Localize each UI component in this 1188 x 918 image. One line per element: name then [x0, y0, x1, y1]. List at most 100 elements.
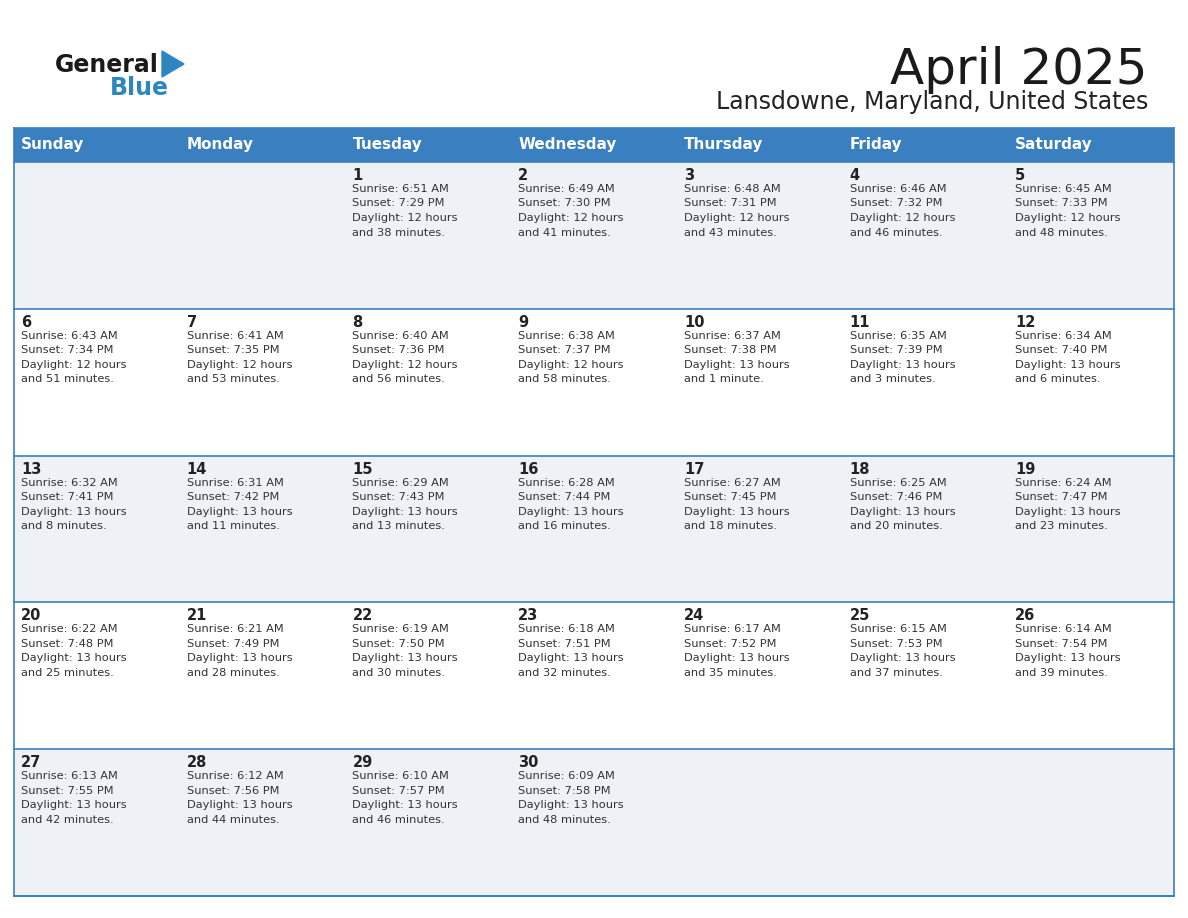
Text: Daylight: 13 hours: Daylight: 13 hours — [518, 800, 624, 811]
Text: 8: 8 — [353, 315, 362, 330]
Text: Daylight: 13 hours: Daylight: 13 hours — [21, 800, 127, 811]
Text: 17: 17 — [684, 462, 704, 476]
Text: 6: 6 — [21, 315, 31, 330]
Text: April 2025: April 2025 — [891, 46, 1148, 94]
Text: and 48 minutes.: and 48 minutes. — [1016, 228, 1108, 238]
Text: 4: 4 — [849, 168, 860, 183]
Text: 7: 7 — [187, 315, 197, 330]
Text: Daylight: 13 hours: Daylight: 13 hours — [21, 654, 127, 664]
Text: Sunrise: 6:41 AM: Sunrise: 6:41 AM — [187, 330, 284, 341]
Text: Sunrise: 6:35 AM: Sunrise: 6:35 AM — [849, 330, 947, 341]
Text: 13: 13 — [21, 462, 42, 476]
Text: 2: 2 — [518, 168, 529, 183]
Text: 19: 19 — [1016, 462, 1036, 476]
Text: and 48 minutes.: and 48 minutes. — [518, 814, 611, 824]
Text: 23: 23 — [518, 609, 538, 623]
Text: and 3 minutes.: and 3 minutes. — [849, 375, 935, 385]
Text: and 13 minutes.: and 13 minutes. — [353, 521, 446, 532]
Text: Sunrise: 6:34 AM: Sunrise: 6:34 AM — [1016, 330, 1112, 341]
Text: 10: 10 — [684, 315, 704, 330]
Text: and 46 minutes.: and 46 minutes. — [849, 228, 942, 238]
Text: 26: 26 — [1016, 609, 1036, 623]
Text: Sunset: 7:40 PM: Sunset: 7:40 PM — [1016, 345, 1107, 355]
Text: Daylight: 13 hours: Daylight: 13 hours — [353, 800, 459, 811]
Text: Daylight: 13 hours: Daylight: 13 hours — [187, 654, 292, 664]
Text: Sunset: 7:31 PM: Sunset: 7:31 PM — [684, 198, 777, 208]
Text: 21: 21 — [187, 609, 207, 623]
Text: Sunset: 7:58 PM: Sunset: 7:58 PM — [518, 786, 611, 796]
Text: Daylight: 12 hours: Daylight: 12 hours — [353, 360, 457, 370]
Text: Daylight: 12 hours: Daylight: 12 hours — [187, 360, 292, 370]
Text: and 30 minutes.: and 30 minutes. — [353, 668, 446, 677]
Text: 30: 30 — [518, 756, 538, 770]
Polygon shape — [162, 51, 184, 77]
Text: and 42 minutes.: and 42 minutes. — [21, 814, 114, 824]
Text: Sunset: 7:45 PM: Sunset: 7:45 PM — [684, 492, 776, 502]
Text: 9: 9 — [518, 315, 529, 330]
Bar — [14, 128, 1174, 896]
Bar — [14, 308, 1174, 455]
Text: Wednesday: Wednesday — [518, 138, 617, 152]
Text: and 53 minutes.: and 53 minutes. — [187, 375, 279, 385]
Text: Daylight: 13 hours: Daylight: 13 hours — [353, 654, 459, 664]
Text: 28: 28 — [187, 756, 207, 770]
Text: Daylight: 12 hours: Daylight: 12 hours — [518, 213, 624, 223]
Text: Daylight: 13 hours: Daylight: 13 hours — [684, 360, 790, 370]
Text: Sunrise: 6:15 AM: Sunrise: 6:15 AM — [849, 624, 947, 634]
Text: Daylight: 13 hours: Daylight: 13 hours — [21, 507, 127, 517]
Text: Sunset: 7:56 PM: Sunset: 7:56 PM — [187, 786, 279, 796]
Text: Sunrise: 6:25 AM: Sunrise: 6:25 AM — [849, 477, 947, 487]
Text: Sunset: 7:46 PM: Sunset: 7:46 PM — [849, 492, 942, 502]
Text: Sunset: 7:43 PM: Sunset: 7:43 PM — [353, 492, 446, 502]
Text: 20: 20 — [21, 609, 42, 623]
Text: Sunrise: 6:38 AM: Sunrise: 6:38 AM — [518, 330, 615, 341]
Text: Sunrise: 6:21 AM: Sunrise: 6:21 AM — [187, 624, 284, 634]
Text: Sunrise: 6:51 AM: Sunrise: 6:51 AM — [353, 184, 449, 194]
Bar — [14, 602, 1174, 749]
Text: 1: 1 — [353, 168, 362, 183]
Text: 25: 25 — [849, 609, 870, 623]
Text: Sunrise: 6:32 AM: Sunrise: 6:32 AM — [21, 477, 118, 487]
Text: Sunset: 7:53 PM: Sunset: 7:53 PM — [849, 639, 942, 649]
Text: 3: 3 — [684, 168, 694, 183]
Text: 15: 15 — [353, 462, 373, 476]
Text: Saturday: Saturday — [1016, 138, 1093, 152]
Text: and 11 minutes.: and 11 minutes. — [187, 521, 279, 532]
Text: and 25 minutes.: and 25 minutes. — [21, 668, 114, 677]
Text: Sunset: 7:51 PM: Sunset: 7:51 PM — [518, 639, 611, 649]
Text: Sunset: 7:39 PM: Sunset: 7:39 PM — [849, 345, 942, 355]
Bar — [179, 128, 346, 162]
Text: Sunset: 7:48 PM: Sunset: 7:48 PM — [21, 639, 114, 649]
Text: Sunrise: 6:14 AM: Sunrise: 6:14 AM — [1016, 624, 1112, 634]
Text: Daylight: 12 hours: Daylight: 12 hours — [684, 213, 789, 223]
Bar — [511, 128, 677, 162]
Text: Sunrise: 6:43 AM: Sunrise: 6:43 AM — [21, 330, 118, 341]
Text: Sunrise: 6:22 AM: Sunrise: 6:22 AM — [21, 624, 118, 634]
Text: Daylight: 12 hours: Daylight: 12 hours — [849, 213, 955, 223]
Text: Sunrise: 6:10 AM: Sunrise: 6:10 AM — [353, 771, 449, 781]
Text: Daylight: 13 hours: Daylight: 13 hours — [1016, 507, 1121, 517]
Text: Sunset: 7:36 PM: Sunset: 7:36 PM — [353, 345, 446, 355]
Bar — [14, 128, 179, 162]
Text: Sunrise: 6:31 AM: Sunrise: 6:31 AM — [187, 477, 284, 487]
Text: 24: 24 — [684, 609, 704, 623]
Text: 14: 14 — [187, 462, 207, 476]
Text: 16: 16 — [518, 462, 538, 476]
Text: Sunset: 7:57 PM: Sunset: 7:57 PM — [353, 786, 446, 796]
Text: Sunset: 7:54 PM: Sunset: 7:54 PM — [1016, 639, 1107, 649]
Text: Daylight: 13 hours: Daylight: 13 hours — [1016, 360, 1121, 370]
Text: Sunset: 7:41 PM: Sunset: 7:41 PM — [21, 492, 114, 502]
Text: Daylight: 12 hours: Daylight: 12 hours — [518, 360, 624, 370]
Text: Daylight: 12 hours: Daylight: 12 hours — [1016, 213, 1120, 223]
Bar — [346, 128, 511, 162]
Text: Sunrise: 6:45 AM: Sunrise: 6:45 AM — [1016, 184, 1112, 194]
Text: Sunrise: 6:48 AM: Sunrise: 6:48 AM — [684, 184, 781, 194]
Text: Daylight: 13 hours: Daylight: 13 hours — [684, 654, 790, 664]
Text: Sunset: 7:44 PM: Sunset: 7:44 PM — [518, 492, 611, 502]
Text: 27: 27 — [21, 756, 42, 770]
Text: Daylight: 13 hours: Daylight: 13 hours — [187, 800, 292, 811]
Text: Sunrise: 6:19 AM: Sunrise: 6:19 AM — [353, 624, 449, 634]
Text: Daylight: 13 hours: Daylight: 13 hours — [518, 654, 624, 664]
Text: and 8 minutes.: and 8 minutes. — [21, 521, 107, 532]
Text: and 6 minutes.: and 6 minutes. — [1016, 375, 1101, 385]
